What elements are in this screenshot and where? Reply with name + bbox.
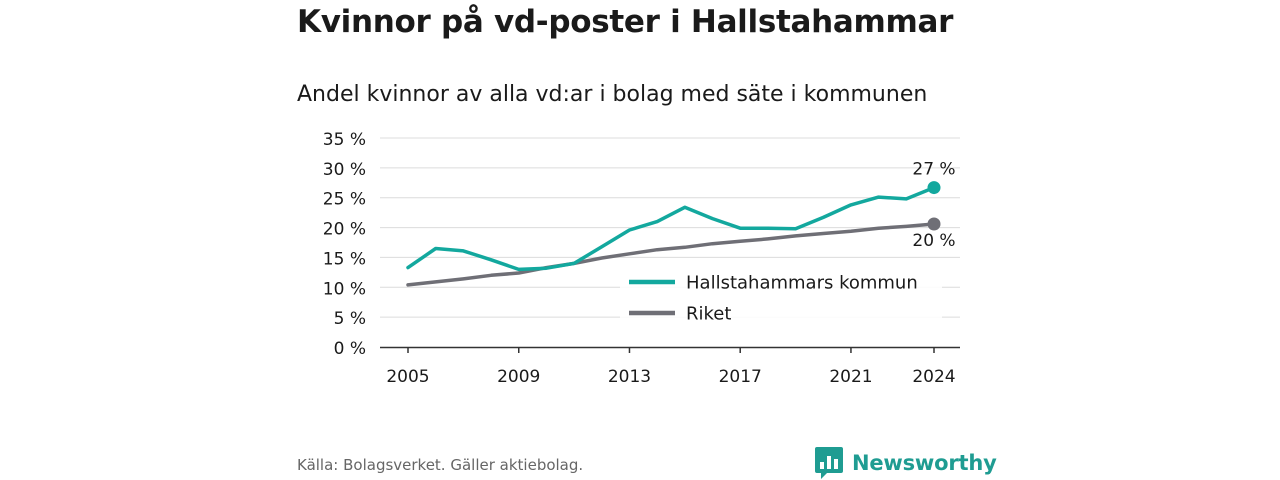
x-tick-label: 2005 [386,367,429,387]
x-axis: 2005 2009 2013 2017 2021 2024 [380,346,960,387]
bar-chart-speech-bubble-icon [815,447,843,479]
y-tick-label: 30 % [323,160,366,180]
series-end-point-riket [927,217,941,231]
y-tick-label: 25 % [323,190,366,210]
brand-name: Newsworthy [852,451,997,475]
y-tick-label: 10 % [323,279,366,299]
end-label-riket: 20 % [912,231,955,251]
legend-label: Hallstahammars kommun [686,273,918,294]
chart-subtitle: Andel kvinnor av alla vd:ar i bolag med … [297,82,928,107]
grid-lines [380,137,960,318]
legend-label: Riket [686,304,731,325]
line-chart: 0 %5 %10 %15 %20 %25 %30 %35 % 2005 2009 2… [323,130,960,387]
series-line-hallstahammar [406,185,936,272]
series-end-point-hallstahammar [927,181,941,195]
series-line-riket [406,222,936,287]
y-tick-label: 15 % [323,249,366,269]
y-tick-label: 35 % [323,130,366,150]
end-label-hallstahammar: 27 % [912,160,955,180]
end-labels: 27 % 20 % [912,160,955,251]
legend-background [620,266,942,326]
y-tick-label: 20 % [323,220,366,240]
brand-logo[interactable]: Newsworthy [814,446,997,480]
chart-title: Kvinnor på vd-poster i Hallstahammar [297,4,954,40]
source-note: Källa: Bolagsverket. Gäller aktiebolag. [297,456,584,474]
y-tick-label: 5 % [334,309,366,329]
x-tick-label: 2013 [608,367,651,387]
series-lines [406,181,941,287]
x-tick-label: 2024 [912,367,955,387]
y-tick-label: 0 % [334,339,366,359]
x-tick-label: 2009 [497,367,540,387]
x-tick-label: 2017 [719,367,762,387]
y-axis-ticks: 0 % 5 % 10 % 15 % 20 % 25 % 30 % 35 % [323,130,366,359]
legend: Hallstahammars kommun Riket [620,266,942,326]
x-tick-label: 2021 [829,367,872,387]
